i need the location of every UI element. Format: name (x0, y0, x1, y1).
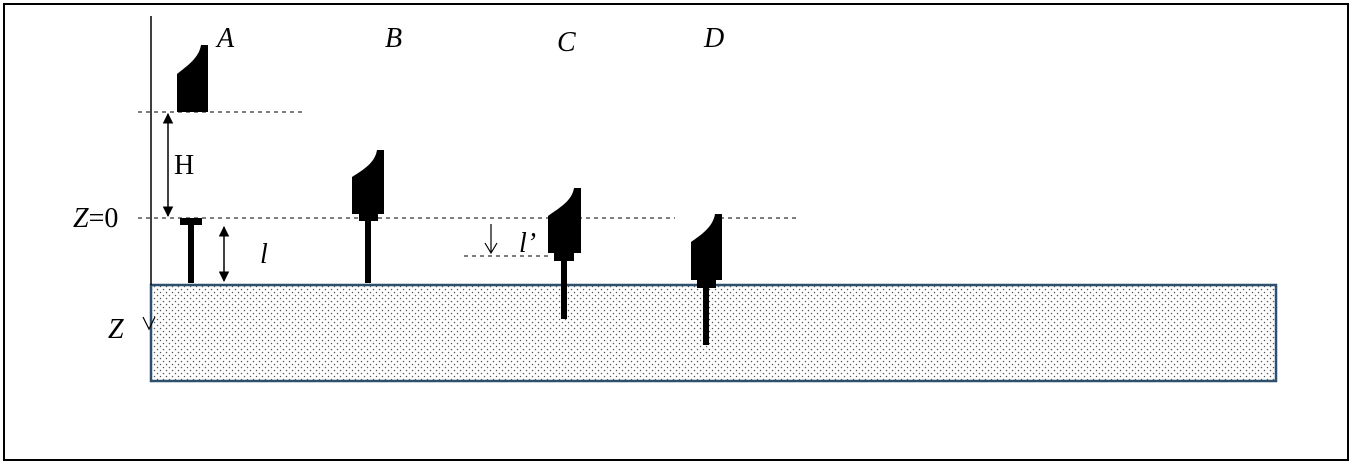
stage-d-label: D (703, 23, 724, 54)
z-zero-equals: =0 (89, 203, 119, 234)
stage-a-body (177, 45, 208, 112)
stage-b-body (352, 150, 384, 221)
height-label: H (174, 150, 194, 181)
pin-length-label: l (260, 239, 268, 270)
figure-frame (3, 3, 1349, 461)
z-direction-arrow (142, 316, 156, 331)
ground-block (149, 283, 1278, 383)
stage-a-label: A (215, 23, 235, 54)
stage-b-pin-shaft (365, 221, 371, 283)
z-axis-label: Z (108, 314, 124, 345)
z-zero-label: Z=0 (73, 203, 118, 234)
stage-c-body (548, 188, 581, 261)
offset-label: l’ (519, 228, 536, 259)
stage-a-pin-head (180, 218, 202, 225)
stage-c-pin-shaft (561, 261, 567, 319)
stage-d-pin-shaft (703, 288, 709, 345)
z-zero-variable: Z (73, 203, 89, 234)
stage-a-pin-shaft (188, 225, 194, 283)
stage-b-label: B (385, 23, 402, 54)
stage-c-label: C (557, 27, 576, 58)
stage-d-body (691, 214, 722, 288)
